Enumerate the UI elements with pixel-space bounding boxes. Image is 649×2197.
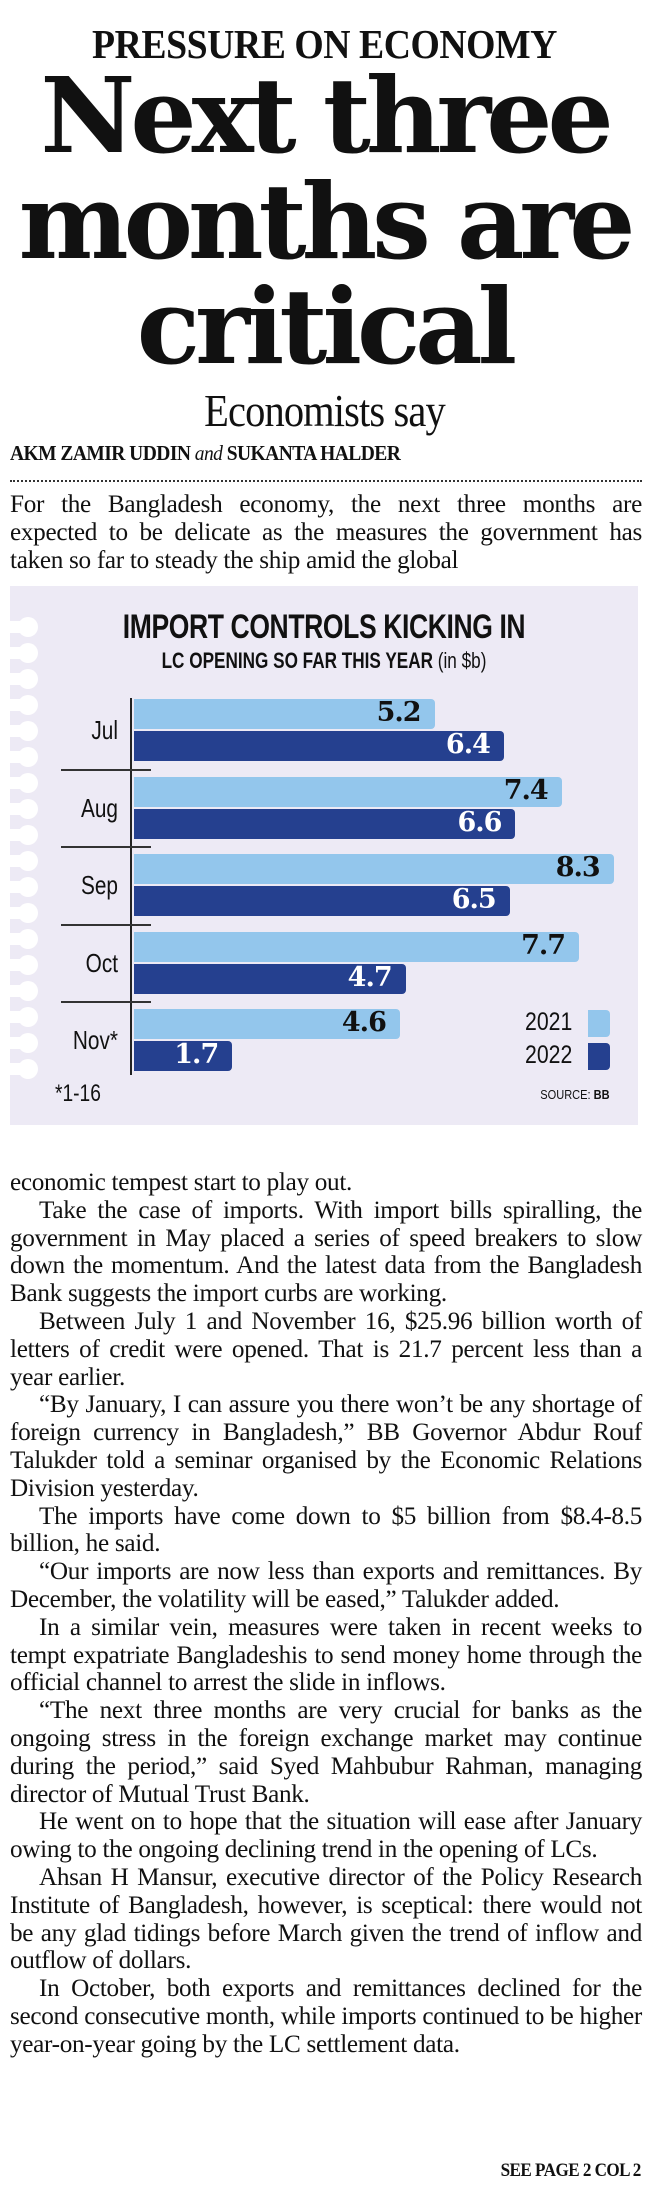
bar-chart: IMPORT CONTROLS KICKING IN LC OPENING SO… [10, 586, 638, 1125]
bar-2021-sep: 8.3 [134, 852, 614, 884]
body-paragraph: The imports have come down to $5 billion… [10, 1502, 642, 1558]
source-value: BB [594, 1087, 610, 1102]
binder-hole [10, 955, 38, 975]
headline-line-3: critical [136, 265, 517, 388]
chart-subtitle-unit: (in $b) [437, 648, 487, 673]
byline-conjunction: and [194, 441, 223, 465]
binder-hole [10, 903, 38, 923]
body-paragraph: economic tempest start to play out. [10, 1169, 353, 1196]
bar-value-label: 6.6 [457, 806, 502, 838]
binder-hole [10, 643, 38, 663]
row-separator [61, 923, 151, 926]
binder-hole [10, 799, 38, 819]
bar-2022-aug: 6.6 [134, 806, 516, 839]
bar-2021-oct: 7.7 [134, 929, 580, 962]
binder-hole [10, 617, 38, 637]
dotted-rule [10, 480, 642, 482]
bar-value-label: 4.6 [341, 1007, 387, 1038]
chart-source: SOURCE: BB [541, 1087, 610, 1103]
binder-hole [10, 1033, 38, 1053]
binder-hole [10, 747, 38, 767]
kicker: PRESSURE ON ECONOMY [92, 21, 557, 67]
bar-value-label: 6.5 [451, 884, 497, 915]
headline-line-1: Next three [40, 54, 613, 177]
bar-2021-nov: 4.6 [134, 1007, 400, 1039]
source-label: SOURCE: [540, 1087, 591, 1102]
binder-hole [10, 825, 38, 845]
binder-hole [10, 981, 38, 1001]
body-paragraph: “By January, I can assure you there won’… [10, 1391, 642, 1502]
body-paragraph: Ahsan H Mansur, executive director of th… [10, 1863, 642, 1975]
binder-hole [10, 851, 38, 871]
bar-value-label: 6.4 [445, 729, 491, 760]
bar-value-label: 5.2 [376, 697, 422, 728]
row-separator [61, 846, 151, 848]
intro-text: For the Bangladesh economy, the next thr… [10, 491, 642, 574]
body-paragraph: Take the case of imports. With import bi… [10, 1196, 642, 1308]
binder-hole [10, 877, 38, 897]
headline-line-2: months are [18, 160, 636, 283]
bar-2022-sep: 6.5 [134, 884, 510, 916]
row-separator [61, 1001, 151, 1003]
chart-footnote: *1-16 [55, 1080, 101, 1107]
chart-subtitle-main: LC OPENING SO FAR THIS YEAR [161, 648, 434, 673]
legend-label-2021: 2021 [525, 1008, 573, 1036]
bar-value-label: 7.7 [521, 929, 566, 961]
chart-title: IMPORT CONTROLS KICKING IN [122, 608, 526, 646]
binder-hole [10, 669, 38, 689]
category-label: Nov* [72, 1025, 118, 1055]
deck: Economists say [204, 385, 446, 436]
chart-subtitle: LC OPENING SO FAR THIS YEAR (in $b) [79, 648, 569, 674]
binder-hole [10, 695, 38, 715]
category-label: Oct [85, 947, 118, 978]
bar-value-label: 7.4 [503, 774, 549, 806]
row-separator [61, 768, 151, 771]
body-paragraph: “Our imports are now less than exports a… [10, 1558, 642, 1613]
binder-hole [10, 773, 38, 793]
body-paragraph: “The next three months are very crucial … [10, 1697, 642, 1808]
bar-value-label: 4.7 [347, 961, 393, 993]
category-label: Sep [80, 870, 118, 900]
binder-hole [10, 929, 38, 949]
bar-value-label: 1.7 [174, 1039, 219, 1070]
jump-line: SEE PAGE 2 COL 2 [500, 2160, 642, 2181]
body-paragraph: Between July 1 and November 16, $25.96 b… [10, 1307, 642, 1391]
byline: AKM ZAMIR UDDIN and SUKANTA HALDER [10, 441, 401, 466]
bar-2022-nov: 1.7 [134, 1039, 233, 1071]
binder-hole [10, 721, 38, 741]
intro-paragraph: For the Bangladesh economy, the next thr… [10, 491, 642, 574]
body-paragraph: In October, both exports and remittances… [10, 1975, 642, 2058]
y-axis-line [130, 698, 132, 1075]
body-paragraph: In a similar vein, measures were taken i… [10, 1613, 642, 1697]
legend-swatch-2022 [588, 1043, 610, 1070]
legend-label-2022: 2022 [525, 1041, 573, 1069]
byline-author-1: AKM ZAMIR UDDIN [10, 441, 191, 465]
bar-2021-jul: 5.2 [134, 697, 435, 729]
byline-author-2: SUKANTA HALDER [226, 441, 401, 465]
legend-swatch-2021 [588, 1010, 610, 1037]
bar-2021-aug: 7.4 [134, 774, 562, 807]
body-paragraph: He went on to hope that the situation wi… [10, 1808, 642, 1864]
bar-2022-oct: 4.7 [134, 961, 406, 994]
category-label: Aug [80, 792, 118, 823]
bar-2022-jul: 6.4 [134, 729, 504, 761]
binder-hole [10, 1059, 38, 1079]
category-label: Jul [91, 715, 118, 745]
body-text: economic tempest start to play out. Take … [10, 1169, 642, 2059]
binder-hole [10, 1007, 38, 1027]
bar-value-label: 8.3 [555, 852, 601, 883]
